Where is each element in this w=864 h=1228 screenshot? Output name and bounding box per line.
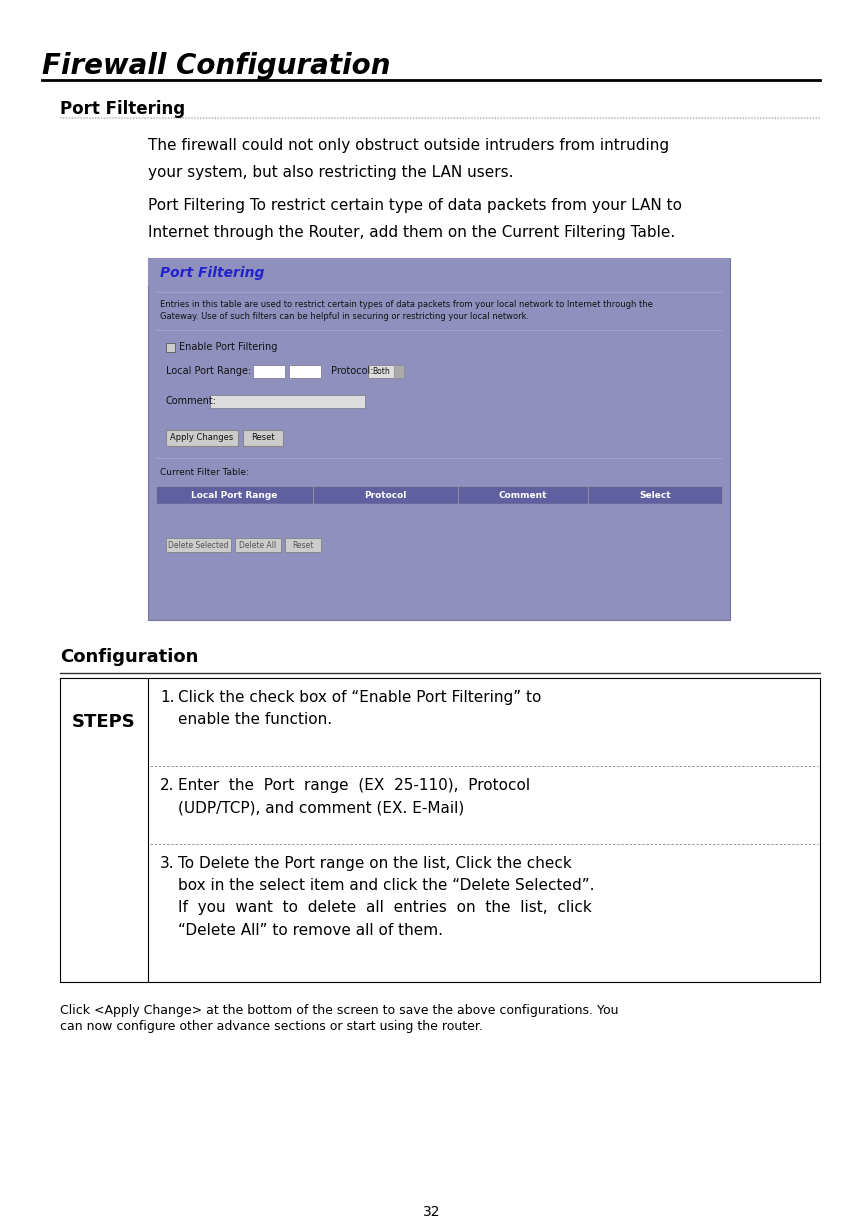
Text: STEPS: STEPS bbox=[72, 713, 136, 731]
Bar bbox=[253, 365, 285, 378]
Text: Both: Both bbox=[372, 366, 390, 376]
Text: Enter  the  Port  range  (EX  25-110),  Protocol
(UDP/TCP), and comment (EX. E-M: Enter the Port range (EX 25-110), Protoc… bbox=[178, 779, 530, 815]
Text: Delete All: Delete All bbox=[239, 540, 276, 549]
Text: your system, but also restricting the LAN users.: your system, but also restricting the LA… bbox=[148, 165, 513, 181]
Text: Comment:: Comment: bbox=[166, 395, 217, 406]
Text: Port Filtering: Port Filtering bbox=[60, 99, 185, 118]
Bar bbox=[166, 538, 231, 553]
Text: Reset: Reset bbox=[251, 433, 275, 442]
Text: 32: 32 bbox=[423, 1205, 441, 1219]
Text: Click <Apply Change> at the bottom of the screen to save the above configuration: Click <Apply Change> at the bottom of th… bbox=[60, 1005, 619, 1017]
Text: Firewall Configuration: Firewall Configuration bbox=[42, 52, 391, 80]
Text: Internet through the Router, add them on the Current Filtering Table.: Internet through the Router, add them on… bbox=[148, 225, 676, 239]
Text: Port Filtering: Port Filtering bbox=[160, 266, 264, 280]
Text: Port Filtering To restrict certain type of data packets from your LAN to: Port Filtering To restrict certain type … bbox=[148, 198, 682, 212]
Text: Entries in this table are used to restrict certain types of data packets from yo: Entries in this table are used to restri… bbox=[160, 300, 653, 309]
Text: Click the check box of “Enable Port Filtering” to
enable the function.: Click the check box of “Enable Port Filt… bbox=[178, 690, 542, 727]
Bar bbox=[313, 486, 458, 503]
Bar bbox=[235, 538, 281, 553]
Text: Local Port Range: Local Port Range bbox=[191, 490, 277, 500]
Bar bbox=[394, 365, 404, 378]
Bar bbox=[210, 395, 365, 408]
Bar bbox=[148, 258, 730, 286]
Text: 2.: 2. bbox=[160, 779, 175, 793]
Text: 3.: 3. bbox=[160, 856, 175, 871]
Bar bbox=[156, 486, 313, 503]
Text: Select: Select bbox=[639, 490, 670, 500]
Text: 1.: 1. bbox=[160, 690, 175, 705]
Text: The firewall could not only obstruct outside intruders from intruding: The firewall could not only obstruct out… bbox=[148, 138, 669, 154]
Text: To Delete the Port range on the list, Click the check
box in the select item and: To Delete the Port range on the list, Cl… bbox=[178, 856, 594, 938]
Text: can now configure other advance sections or start using the router.: can now configure other advance sections… bbox=[60, 1020, 483, 1033]
Text: Enable Port Filtering: Enable Port Filtering bbox=[179, 343, 277, 352]
Bar bbox=[156, 503, 722, 518]
Text: Protocol:: Protocol: bbox=[331, 366, 373, 376]
Text: Apply Changes: Apply Changes bbox=[170, 433, 233, 442]
Text: Gateway. Use of such filters can be helpful in securing or restricting your loca: Gateway. Use of such filters can be help… bbox=[160, 312, 529, 321]
Text: Configuration: Configuration bbox=[60, 648, 199, 666]
Text: Protocol: Protocol bbox=[365, 490, 407, 500]
Bar bbox=[285, 538, 321, 553]
Text: Delete Selected: Delete Selected bbox=[168, 540, 228, 549]
Text: Local Port Range:: Local Port Range: bbox=[166, 366, 251, 376]
Bar bbox=[148, 258, 730, 620]
Bar bbox=[588, 486, 722, 503]
Bar bbox=[368, 365, 404, 378]
Bar bbox=[458, 486, 588, 503]
Bar bbox=[166, 430, 238, 446]
Text: Current Filter Table:: Current Filter Table: bbox=[160, 468, 249, 476]
Text: Reset: Reset bbox=[292, 540, 314, 549]
Bar bbox=[166, 343, 175, 352]
Bar bbox=[243, 430, 283, 446]
Bar bbox=[289, 365, 321, 378]
Text: Comment: Comment bbox=[499, 490, 547, 500]
